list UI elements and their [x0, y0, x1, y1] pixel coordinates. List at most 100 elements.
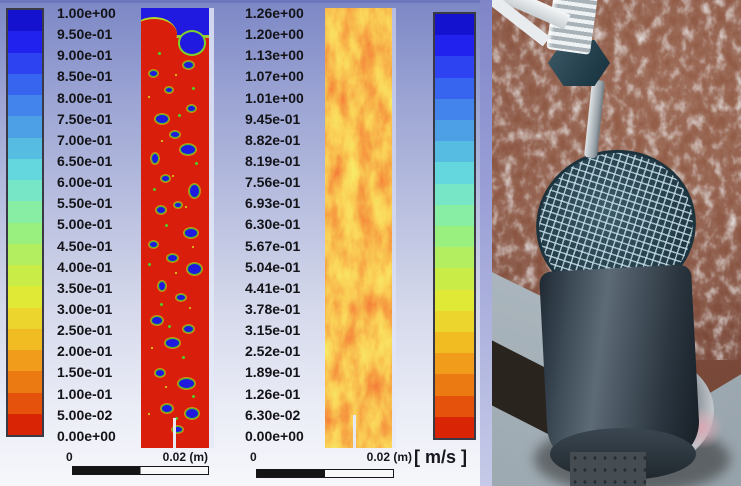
colorbar-tick-label: 7.00e-01 — [57, 131, 113, 148]
interface-speck — [147, 96, 150, 98]
scale-bar-2-labels: 0 0.02 (m) — [250, 450, 412, 464]
colorbar-segment — [435, 183, 474, 205]
gas-bubble — [151, 153, 160, 165]
colorbar-segment — [8, 413, 42, 435]
colorbar-right-tick-labels: 1.26e+00 1.20e+00 1.13e+00 1.07e+00 1.01e+00… — [245, 6, 304, 444]
gas-bubble — [166, 254, 178, 263]
gas-bubble — [161, 404, 174, 413]
colorbar-segment — [435, 226, 474, 248]
colorbar-tick-label: 0.00e+00 — [245, 427, 304, 444]
colorbar-tick-label: 1.20e+00 — [245, 26, 304, 43]
interface-speck — [192, 395, 195, 399]
interface-speck — [185, 206, 188, 208]
colorbar-tick-label: 6.00e-01 — [57, 174, 113, 191]
colorbar-segment — [435, 247, 474, 269]
interface-speck — [195, 162, 199, 165]
gas-bubble — [176, 294, 187, 301]
colorbar-segment — [8, 222, 42, 244]
colorbar-tick-label: 6.50e-01 — [57, 152, 113, 169]
gas-bubble — [185, 408, 200, 420]
colorbar-segment — [8, 73, 42, 95]
interface-speck — [153, 188, 157, 192]
gas-bubble — [154, 113, 169, 124]
gas-bubble — [187, 263, 203, 276]
colorbar-segment — [8, 116, 42, 138]
interface-speck — [164, 386, 167, 389]
experiment-photo — [492, 0, 741, 486]
interface-speck — [188, 307, 191, 310]
interface-speck — [158, 52, 161, 55]
gas-bubble — [171, 426, 183, 433]
colorbar-tick-label: 8.50e-01 — [57, 68, 113, 85]
colorbar-segment — [435, 56, 474, 78]
interface-speck — [151, 346, 154, 349]
colorbar-tick-label: 1.07e+00 — [245, 68, 304, 85]
colorbar-tick-label: 1.50e-01 — [57, 364, 113, 381]
colorbar-segment — [8, 392, 42, 414]
colorbar-segment — [8, 265, 42, 287]
colorbar-segment — [435, 120, 474, 142]
colorbar-left — [6, 8, 44, 437]
colorbar-tick-label: 9.50e-01 — [57, 26, 113, 43]
gas-bubble — [149, 69, 159, 77]
colorbar-segment — [435, 204, 474, 227]
colorbar-tick-label: 1.00e+00 — [57, 5, 116, 21]
gas-bubble — [169, 131, 180, 139]
colorbar-segment — [435, 310, 474, 333]
interface-speck — [175, 74, 177, 76]
units-label: [ m/s ] — [414, 447, 468, 467]
interface-speck — [147, 263, 151, 267]
colorbar-segment — [435, 162, 474, 184]
colorbar-tick-label: 5.00e-02 — [57, 406, 113, 423]
interface-speck — [181, 355, 185, 359]
colorbar-left-tick-labels: 1.00e+00 9.50e-01 9.00e-01 8.50e-01 8.00e-01… — [57, 6, 116, 444]
perforated-base — [570, 452, 646, 486]
scale-bar-2 — [256, 469, 394, 478]
colorbar-tick-label: 1.01e+00 — [245, 89, 304, 106]
interface-speck — [178, 113, 182, 117]
colorbar-tick-label: 5.50e-01 — [57, 195, 113, 212]
colorbar-segment — [435, 289, 474, 311]
colorbar-tick-label: 3.00e-01 — [57, 300, 113, 317]
colorbar-segment — [8, 137, 42, 159]
colorbar-tick-label: 6.30e-01 — [245, 216, 301, 233]
panel-divider-strip — [480, 0, 492, 486]
plot1-right-highlight — [209, 8, 214, 448]
probe-line-2 — [353, 415, 356, 448]
colorbar-tick-label: 6.30e-02 — [245, 406, 301, 423]
colorbar-segment — [8, 328, 42, 350]
gas-bubble — [183, 228, 198, 238]
colorbar-tick-label: 2.50e-01 — [57, 322, 113, 339]
interface-speck — [175, 272, 177, 274]
colorbar-segment — [8, 201, 42, 223]
colorbar-tick-label: 1.00e-01 — [57, 385, 113, 402]
colorbar-tick-label: 1.26e+00 — [245, 5, 304, 21]
colorbar-segment — [8, 307, 42, 329]
gas-bubble — [154, 368, 165, 377]
interface-speck — [175, 417, 178, 421]
velocity-contour-field — [325, 8, 392, 448]
scale-end-label: 0.02 (m) — [366, 450, 412, 464]
colorbar-segment — [8, 180, 42, 202]
plot2-right-highlight — [392, 8, 396, 448]
colorbar-segment — [8, 10, 42, 32]
interface-speck — [161, 140, 164, 142]
colorbar-tick-label: 8.00e-01 — [57, 89, 113, 106]
colorbar-segment — [435, 14, 474, 36]
colorbar-segment — [435, 77, 474, 99]
colorbar-tick-label: 7.50e-01 — [57, 110, 113, 127]
gas-bubble — [187, 104, 197, 112]
colorbar-tick-label: 0.00e+00 — [57, 427, 116, 444]
colorbar-segment — [435, 141, 474, 163]
colorbar-segment — [435, 35, 474, 57]
cfd-panel: 1.00e+00 9.50e-01 9.00e-01 8.50e-01 8.00e-01… — [0, 0, 492, 486]
colorbar-segment — [435, 98, 474, 121]
colorbar-segment — [8, 371, 42, 393]
colorbar-tick-label: 4.41e-01 — [245, 279, 301, 296]
colorbar-segment — [8, 286, 42, 308]
gas-bubble — [173, 201, 182, 208]
interface-speck — [147, 412, 150, 415]
gas-bubble — [151, 316, 164, 325]
colorbar-segment — [435, 332, 474, 354]
gas-bubble — [164, 338, 180, 348]
